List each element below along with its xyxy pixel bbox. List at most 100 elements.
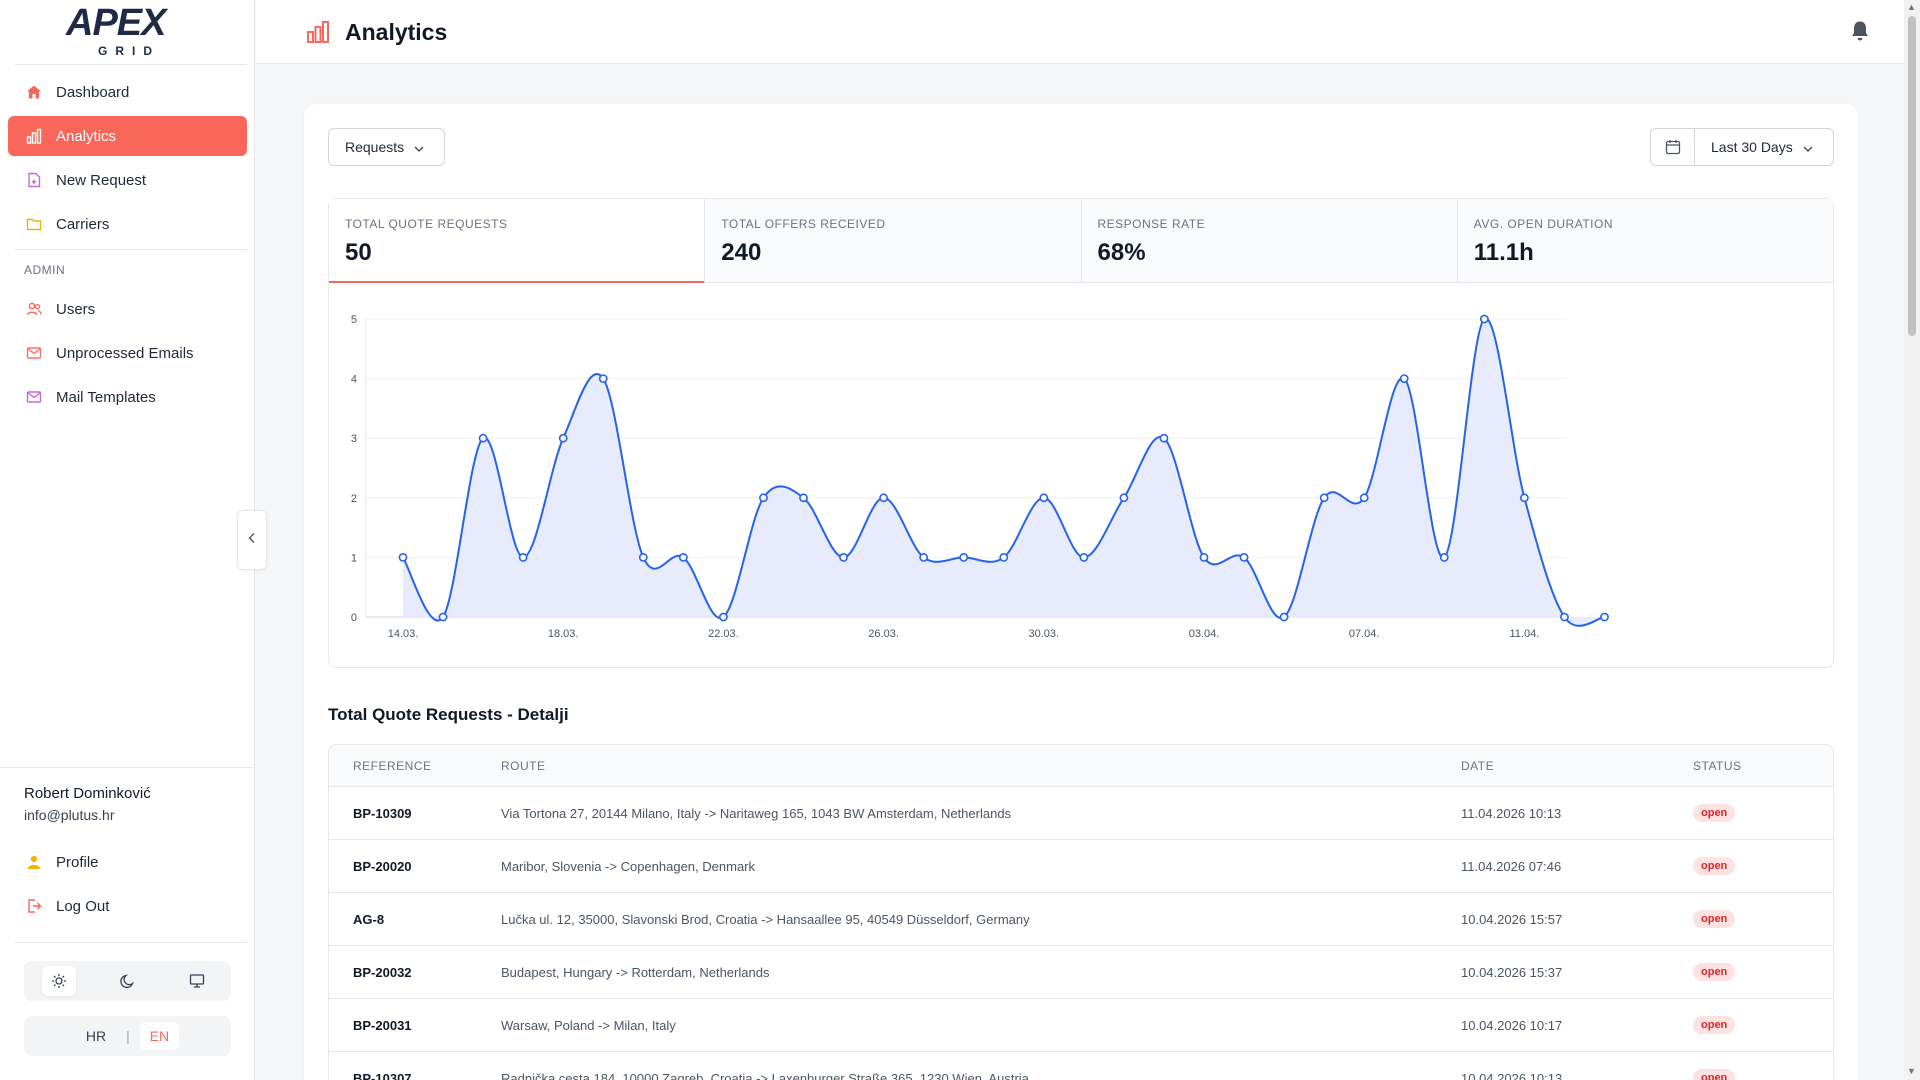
data-point xyxy=(1039,493,1049,503)
language-option-en[interactable]: EN xyxy=(139,1022,180,1050)
date-range-dropdown[interactable]: Last 30 Days xyxy=(1650,128,1834,166)
data-point xyxy=(1520,493,1529,503)
logo: APEX GRID xyxy=(60,2,190,60)
sidebar-item-carriers[interactable]: Carriers xyxy=(8,204,247,244)
header: Analytics xyxy=(256,0,1904,64)
sidebar-item-dashboard[interactable]: Dashboard xyxy=(8,72,247,112)
sidebar-item-mail-templates[interactable]: Mail Templates xyxy=(8,377,247,417)
data-point xyxy=(839,552,848,562)
table-row[interactable]: BP-20031 Warsaw, Poland -> Milan, Italy … xyxy=(329,999,1833,1052)
data-point xyxy=(1560,612,1569,622)
table-row[interactable]: AG-8 Lučka ul. 12, 35000, Slavonski Brod… xyxy=(329,893,1833,946)
logo-subtext: GRID xyxy=(98,44,160,58)
stat-avg-open-duration[interactable]: AVG. OPEN DURATION 11.1h xyxy=(1457,199,1833,282)
sidebar-item-profile[interactable]: Profile xyxy=(8,842,247,882)
bell-icon[interactable] xyxy=(1850,20,1870,47)
section-label-admin: ADMIN xyxy=(24,263,66,277)
column-header-status: STATUS xyxy=(1693,758,1742,773)
data-point xyxy=(398,552,408,562)
data-point xyxy=(759,493,768,503)
sidebar-item-users[interactable]: Users xyxy=(8,289,247,329)
table-row[interactable]: BP-10309 Via Tortona 27, 20144 Milano, I… xyxy=(329,787,1833,840)
analytics-card: Requests Last 30 Days TOTAL QUOTE REQUES… xyxy=(304,104,1858,1080)
table-title: Total Quote Requests - Detalji xyxy=(328,705,569,724)
stat-total-offers-received[interactable]: TOTAL OFFERS RECEIVED 240 xyxy=(705,199,1082,282)
sun-icon[interactable] xyxy=(41,966,76,996)
x-tick-label: 11.04. xyxy=(1510,628,1540,640)
series-line xyxy=(402,317,1605,627)
row-route: Lučka ul. 12, 35000, Slavonski Brod, Cro… xyxy=(501,911,1030,927)
table-row[interactable]: BP-10307 Radnička cesta 184, 10000 Zagre… xyxy=(329,1052,1833,1080)
row-date: 11.04.2026 07:46 xyxy=(1461,858,1562,874)
data-point xyxy=(1199,552,1209,562)
collapse-sidebar-button[interactable] xyxy=(237,510,267,570)
sidebar-item-new-request[interactable]: New Request xyxy=(8,160,247,200)
page-title: Analytics xyxy=(345,19,448,45)
logout-icon xyxy=(24,896,44,916)
x-tick-label: 03.04. xyxy=(1189,628,1220,640)
moon-icon[interactable] xyxy=(111,966,145,996)
mail-template-icon xyxy=(24,387,44,407)
stat-label: AVG. OPEN DURATION xyxy=(1473,217,1613,231)
row-route: Maribor, Slovenia -> Copenhagen, Denmark xyxy=(501,858,756,874)
row-route: Radnička cesta 184, 10000 Zagreb, Croati… xyxy=(501,1070,1029,1080)
status-badge: open xyxy=(1693,857,1736,875)
row-route: Via Tortona 27, 20144 Milano, Italy -> N… xyxy=(501,805,1012,821)
divider xyxy=(0,767,255,768)
data-point xyxy=(1079,552,1089,562)
data-point xyxy=(638,552,648,562)
sidebar-item-label: Users xyxy=(56,300,96,318)
x-tick-label: 22.03. xyxy=(708,628,739,640)
bar-chart-icon xyxy=(306,20,330,49)
data-point xyxy=(678,552,688,562)
sidebar-item-analytics[interactable]: Analytics xyxy=(8,116,247,156)
scroll-thumb[interactable] xyxy=(1908,16,1916,336)
bar-chart-icon xyxy=(24,126,44,146)
data-point xyxy=(518,552,528,562)
status-badge: open xyxy=(1693,1069,1736,1080)
row-date: 10.04.2026 10:17 xyxy=(1461,1017,1563,1033)
sidebar-item-label: Unprocessed Emails xyxy=(56,344,194,362)
x-tick-label: 18.03. xyxy=(548,628,579,640)
table-row[interactable]: BP-20032 Budapest, Hungary -> Rotterdam,… xyxy=(329,946,1833,999)
data-point xyxy=(799,493,808,503)
data-point xyxy=(1119,493,1129,503)
column-header-reference: REFERENCE xyxy=(353,758,432,773)
language-option-hr[interactable]: HR xyxy=(85,1028,107,1044)
row-route: Budapest, Hungary -> Rotterdam, Netherla… xyxy=(501,964,770,980)
row-date: 10.04.2026 15:37 xyxy=(1461,964,1563,980)
table-header: REFERENCE ROUTE DATE STATUS xyxy=(329,745,1833,787)
status-badge: open xyxy=(1693,910,1736,928)
sidebar-item-label: Mail Templates xyxy=(56,388,156,406)
requests-chart-svg: 0 1 2 3 4 5 14.03. 18.03. 22.03. 26.03. 30.03. 03.0… xyxy=(351,314,1609,640)
data-point xyxy=(1359,493,1369,503)
metric-dropdown[interactable]: Requests xyxy=(328,128,445,166)
monitor-icon[interactable] xyxy=(180,966,214,996)
y-tick-label: 0 xyxy=(351,612,357,624)
stat-value: 68% xyxy=(1097,239,1146,266)
folder-icon xyxy=(24,214,44,234)
row-date: 10.04.2026 10:13 xyxy=(1461,1070,1563,1080)
sidebar-item-label: Analytics xyxy=(56,127,117,145)
page-scrollbar[interactable]: ▲ ▼ xyxy=(1904,0,1920,1080)
data-point xyxy=(1239,552,1249,562)
x-tick-label: 30.03. xyxy=(1029,628,1060,640)
sidebar-item-unprocessed-emails[interactable]: Unprocessed Emails xyxy=(8,333,247,373)
language-separator: | xyxy=(126,1028,130,1044)
scroll-down-icon[interactable]: ▼ xyxy=(1907,1066,1916,1076)
logo-text: APEX xyxy=(66,2,166,44)
requests-chart: 0 1 2 3 4 5 14.03. 18.03. 22.03. 26.03. 30.03. 03.0… xyxy=(329,283,1833,667)
data-point xyxy=(1479,314,1489,324)
chevron-left-icon xyxy=(247,531,257,549)
divider xyxy=(15,64,247,65)
row-reference: BP-10307 xyxy=(353,1070,412,1080)
calendar-icon[interactable] xyxy=(1651,129,1695,165)
stat-label: RESPONSE RATE xyxy=(1097,217,1206,231)
scroll-up-icon[interactable]: ▲ xyxy=(1907,2,1916,12)
stat-total-quote-requests[interactable]: TOTAL QUOTE REQUESTS 50 xyxy=(329,199,706,283)
user-email: info@plutus.hr xyxy=(24,807,115,823)
table-row[interactable]: BP-20020 Maribor, Slovenia -> Copenhagen… xyxy=(329,840,1833,893)
stat-label: TOTAL QUOTE REQUESTS xyxy=(345,217,508,231)
sidebar-item-logout[interactable]: Log Out xyxy=(8,886,247,926)
stat-response-rate[interactable]: RESPONSE RATE 68% xyxy=(1081,199,1458,282)
